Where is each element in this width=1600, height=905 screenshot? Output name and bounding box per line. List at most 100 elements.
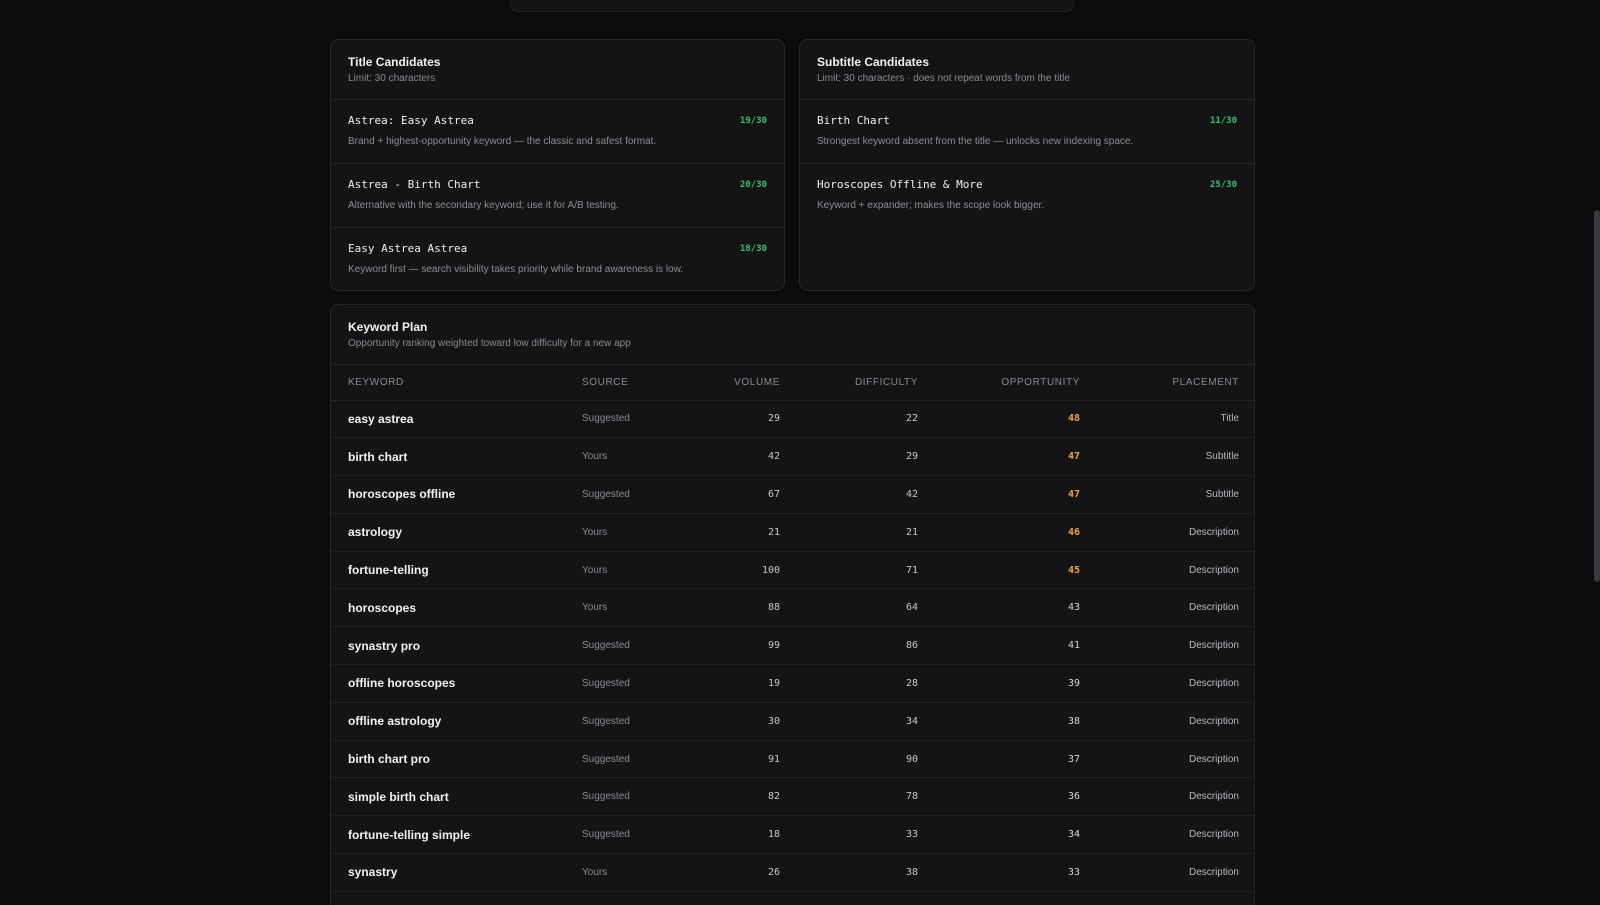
subtitle-candidate[interactable]: Horoscopes Offline & More 25/30 Keyword … (800, 164, 1254, 228)
difficulty-cell: 28 (797, 664, 935, 703)
source-cell: Yours (565, 853, 685, 892)
placement-cell: Description (1097, 740, 1254, 779)
card-subtitle: Limit: 30 characters · does not repeat w… (817, 73, 1070, 84)
volume-cell: 18 (685, 815, 797, 855)
title-candidate[interactable]: Astrea: Easy Astrea 19/30 Brand + highes… (331, 100, 784, 164)
title-candidate[interactable]: Astrea - Birth Chart 20/30 Alternative w… (331, 164, 784, 228)
table-row[interactable]: horoscopes offline Suggested 67 42 47 Subtitl… (331, 475, 1254, 514)
source-cell: Suggested (565, 740, 685, 779)
placement-cell: Description (1097, 664, 1254, 703)
volume-cell: 100 (685, 551, 797, 590)
placement-cell: Description (1097, 551, 1254, 590)
column-header-placement[interactable]: PLACEMENT (1097, 365, 1254, 401)
table-row[interactable]: birth chart pro Suggested 91 90 37 Descriptio… (331, 740, 1254, 779)
opportunity-cell: 47 (935, 475, 1097, 514)
candidate-description: Keyword first — search visibility takes … (348, 264, 684, 275)
difficulty-cell: 78 (797, 777, 935, 817)
char-count: 11/30 (1209, 116, 1237, 126)
placement-cell: Description (1097, 777, 1254, 817)
title-candidates-header: Title Candidates Limit: 30 characters (331, 40, 784, 100)
table-row[interactable]: fortune-telling Yours 100 71 45 Description (331, 551, 1254, 590)
keyword-plan-card: Keyword Plan Opportunity ranking weighte… (330, 304, 1255, 905)
difficulty-cell: 29 (797, 437, 935, 477)
card-subtitle: Opportunity ranking weighted toward low … (348, 338, 631, 349)
table-row[interactable]: synastry Yours 26 38 33 Description (331, 853, 1254, 892)
source-cell: Suggested (565, 815, 685, 855)
source-cell: Yours (565, 513, 685, 552)
difficulty-cell: 42 (797, 475, 935, 514)
candidate-description: Alternative with the secondary keyword; … (348, 200, 619, 211)
column-header-keyword[interactable]: KEYWORD (331, 365, 565, 401)
difficulty-cell: 90 (797, 740, 935, 779)
keyword-cell: simple birth chart (331, 777, 565, 817)
subtitle-candidate[interactable]: Birth Chart 11/30 Strongest keyword abse… (800, 100, 1254, 164)
placement-cell: Description (1097, 588, 1254, 628)
opportunity-cell: 33 (935, 853, 1097, 892)
keyword-cell: offline horoscopes (331, 664, 565, 703)
keyword-cell: synastry pro (331, 626, 565, 666)
subtitle-candidates-card: Subtitle Candidates Limit: 30 characters… (799, 39, 1255, 291)
table-row[interactable]: astrology Yours 21 21 46 Description (331, 513, 1254, 552)
placement-cell: Description (1097, 702, 1254, 741)
column-header-opportunity[interactable]: OPPORTUNITY (935, 365, 1097, 401)
placement-cell: Subtitle (1097, 475, 1254, 514)
volume-cell: 91 (685, 740, 797, 779)
candidate-description: Brand + highest-opportunity keyword — th… (348, 136, 657, 147)
opportunity-cell: 43 (935, 588, 1097, 628)
keyword-table-body: easy astrea Suggested 29 22 48 Title birth cha… (331, 400, 1254, 892)
placement-cell: Description (1097, 815, 1254, 855)
source-cell: Suggested (565, 664, 685, 703)
difficulty-cell: 86 (797, 626, 935, 666)
difficulty-cell: 71 (797, 551, 935, 590)
candidate-text: Astrea - Birth Chart (348, 178, 481, 191)
volume-cell: 26 (685, 853, 797, 892)
page-scrollbar[interactable] (1594, 210, 1600, 582)
table-row[interactable]: synastry pro Suggested 99 86 41 Description (331, 626, 1254, 666)
keyword-cell: horoscopes (331, 588, 565, 628)
subtitle-candidates-header: Subtitle Candidates Limit: 30 characters… (800, 40, 1254, 100)
opportunity-cell: 39 (935, 664, 1097, 703)
table-row[interactable]: simple birth chart Suggested 82 78 36 Descrip… (331, 777, 1254, 817)
source-cell: Suggested (565, 400, 685, 439)
column-header-source[interactable]: SOURCE (565, 365, 685, 401)
table-row[interactable]: birth chart Yours 42 29 47 Subtitle (331, 437, 1254, 477)
opportunity-cell: 38 (935, 702, 1097, 741)
candidate-description: Keyword + expander; makes the scope look… (817, 200, 1045, 211)
difficulty-cell: 33 (797, 815, 935, 855)
column-header-volume[interactable]: VOLUME (685, 365, 797, 401)
source-cell: Yours (565, 551, 685, 590)
volume-cell: 29 (685, 400, 797, 439)
volume-cell: 19 (685, 664, 797, 703)
keyword-cell: birth chart pro (331, 740, 565, 779)
title-candidate[interactable]: Easy Astrea Astrea 18/30 Keyword first —… (331, 228, 784, 290)
table-row[interactable]: offline astrology Suggested 30 34 38 Descript… (331, 702, 1254, 741)
table-row[interactable]: horoscopes Yours 88 64 43 Description (331, 588, 1254, 628)
volume-cell: 67 (685, 475, 797, 514)
placement-cell: Description (1097, 853, 1254, 892)
table-row[interactable]: fortune-telling simple Suggested 18 33 34 Des… (331, 815, 1254, 855)
table-row[interactable]: easy astrea Suggested 29 22 48 Title (331, 400, 1254, 439)
keyword-plan-header: Keyword Plan Opportunity ranking weighte… (331, 305, 1254, 365)
char-count: 20/30 (739, 180, 767, 190)
char-count: 18/30 (739, 244, 767, 254)
opportunity-cell: 47 (935, 437, 1097, 477)
opportunity-cell: 41 (935, 626, 1097, 666)
keyword-cell: horoscopes offline (331, 475, 565, 514)
opportunity-cell: 45 (935, 551, 1097, 590)
volume-cell: 99 (685, 626, 797, 666)
difficulty-cell: 22 (797, 400, 935, 439)
volume-cell: 88 (685, 588, 797, 628)
keyword-cell: fortune-telling (331, 551, 565, 590)
card-title: Title Candidates (348, 55, 441, 69)
source-cell: Suggested (565, 475, 685, 514)
source-cell: Yours (565, 588, 685, 628)
difficulty-cell: 21 (797, 513, 935, 552)
keyword-table: KEYWORD SOURCE VOLUME DIFFICULTY OPPORTU… (331, 365, 1254, 892)
table-row[interactable]: offline horoscopes Suggested 19 28 39 Descrip… (331, 664, 1254, 703)
char-count: 25/30 (1209, 180, 1237, 190)
column-header-difficulty[interactable]: DIFFICULTY (797, 365, 935, 401)
difficulty-cell: 38 (797, 853, 935, 892)
volume-cell: 82 (685, 777, 797, 817)
volume-cell: 42 (685, 437, 797, 477)
opportunity-cell: 36 (935, 777, 1097, 817)
